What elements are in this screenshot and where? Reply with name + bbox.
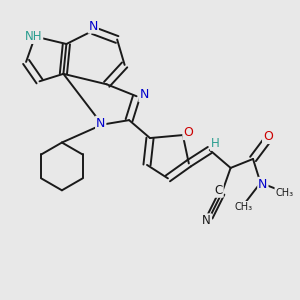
Text: N: N	[88, 20, 98, 33]
Text: N: N	[202, 214, 211, 227]
Text: CH₃: CH₃	[275, 188, 293, 198]
Text: NH: NH	[25, 30, 42, 43]
Text: O: O	[263, 130, 273, 143]
Text: O: O	[183, 126, 193, 139]
Text: H: H	[211, 137, 220, 150]
Text: N: N	[139, 88, 149, 101]
Text: CH₃: CH₃	[234, 202, 252, 212]
Text: N: N	[258, 178, 268, 191]
Text: C: C	[214, 184, 223, 197]
Text: N: N	[96, 117, 105, 130]
